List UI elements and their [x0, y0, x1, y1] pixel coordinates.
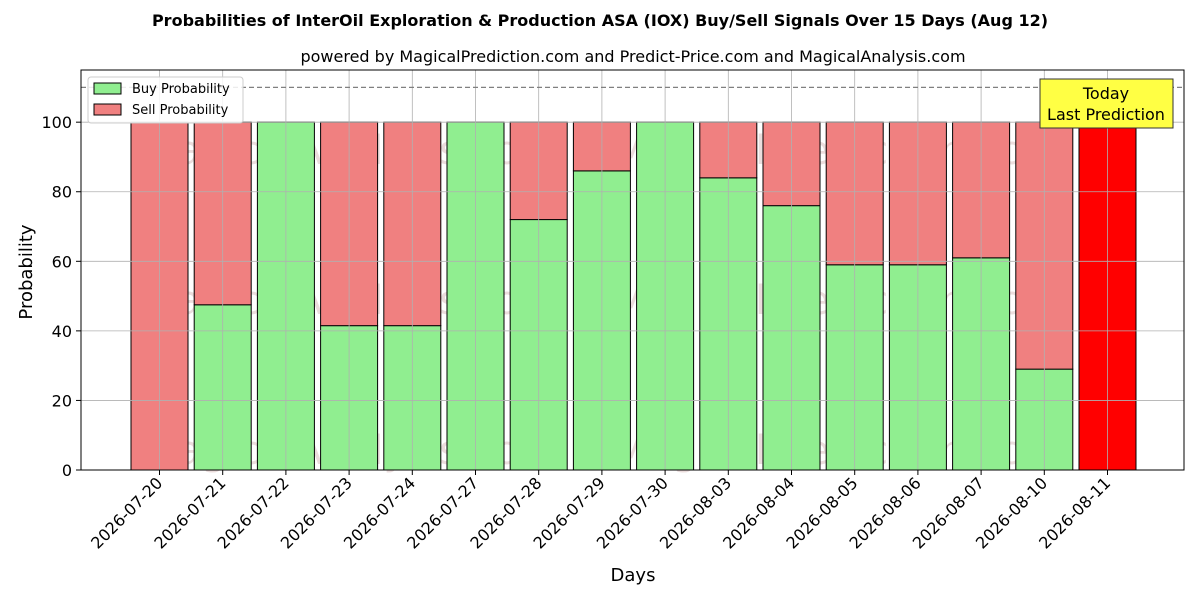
legend-label: Buy Probability — [132, 82, 230, 97]
y-tick-label: 100 — [41, 113, 72, 132]
legend-label: Sell Probability — [132, 103, 229, 118]
plot-area: MagicalAnalysis.comMagicalPrediction.com… — [41, 69, 1185, 553]
legend-box — [87, 76, 244, 124]
y-axis-label: Probability — [16, 224, 37, 319]
y-tick-label: 0 — [62, 461, 72, 480]
legend-swatch — [93, 82, 122, 95]
y-tick-label: 80 — [52, 183, 72, 202]
annotation-line2: Last Prediction — [1047, 105, 1165, 124]
plot-frame — [80, 69, 1185, 471]
annotation-line1: Today — [1082, 84, 1129, 103]
chart-title: Probabilities of InterOil Exploration & … — [152, 11, 1048, 30]
legend-swatch — [93, 103, 122, 116]
y-tick-label: 40 — [52, 322, 72, 341]
legend: Buy Probability Sell Probability — [87, 76, 244, 124]
y-tick-label: 60 — [52, 252, 72, 271]
annotation-box — [1039, 78, 1174, 129]
chart-subtitle: powered by MagicalPrediction.com and Pre… — [300, 47, 965, 66]
x-axis-label: Days — [611, 565, 656, 586]
y-tick-label: 20 — [52, 391, 72, 410]
today-annotation: Today Last Prediction — [1039, 78, 1174, 129]
